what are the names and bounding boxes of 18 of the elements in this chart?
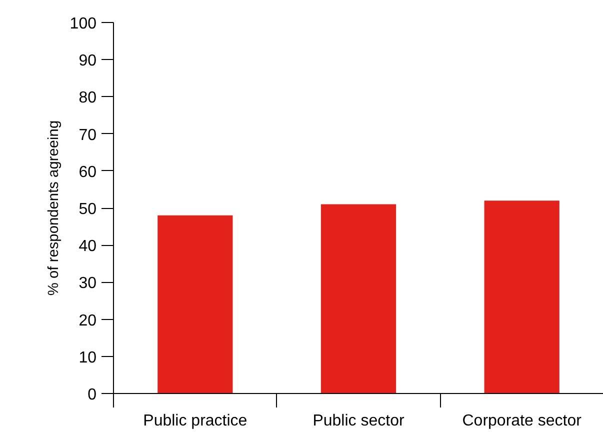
bar [320, 204, 396, 394]
y-tick-label: 40 [78, 238, 97, 256]
x-tick-label: Public sector [312, 412, 405, 430]
bar [484, 200, 560, 394]
y-tick-label: 30 [78, 275, 97, 292]
y-tick-label: 90 [78, 52, 97, 70]
y-tick-label: 0 [88, 386, 97, 404]
x-tick-label: Public practice [143, 412, 248, 430]
y-tick-label: 60 [78, 164, 97, 181]
bar [158, 215, 233, 394]
y-tick-label: 10 [78, 349, 97, 366]
y-tick-label: 20 [78, 312, 97, 330]
x-tick-label: Corporate sector [462, 412, 582, 430]
y-tick-label: 50 [78, 201, 97, 218]
y-tick-label: 70 [78, 126, 97, 144]
y-axis-title: % of respondents agreeing [46, 120, 62, 296]
y-tick-label: 80 [78, 90, 97, 107]
y-tick-label: 100 [70, 16, 97, 32]
